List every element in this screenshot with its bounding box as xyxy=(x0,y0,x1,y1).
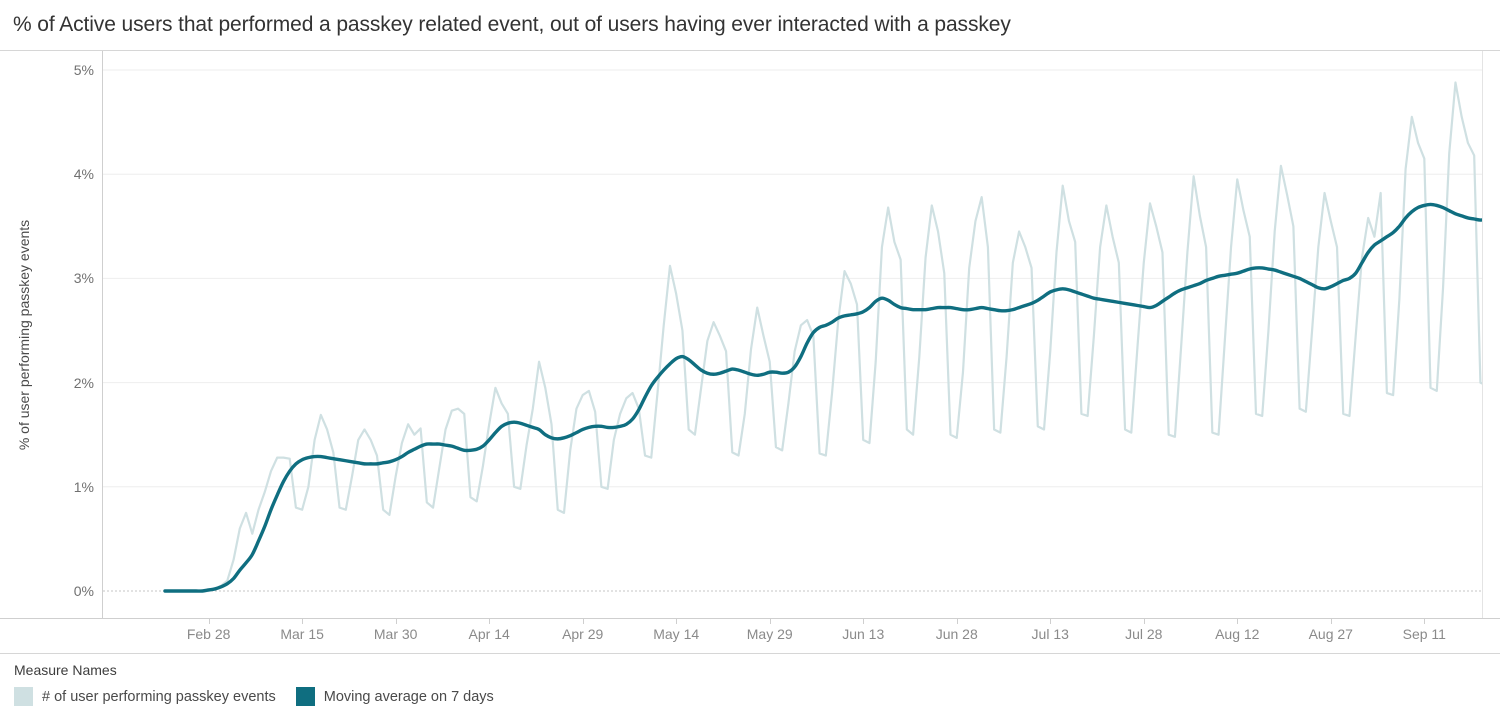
x-axis-tick-mark xyxy=(582,619,584,624)
x-axis-tick-mark xyxy=(1424,619,1426,624)
x-axis-tick-mark xyxy=(1237,619,1239,624)
x-axis-tick-label: Jun 13 xyxy=(842,626,885,642)
x-axis-tick-label: Jul 13 xyxy=(1031,626,1069,642)
page-title: % of Active users that performed a passk… xyxy=(13,13,1011,36)
legend-title: Measure Names xyxy=(14,662,117,678)
y-axis-tick-label: 0% xyxy=(73,583,94,599)
gridlines xyxy=(103,69,1482,592)
x-axis-tick-label: Feb 28 xyxy=(186,626,231,642)
x-axis-tick-label: Aug 27 xyxy=(1308,626,1353,642)
plot-right-border xyxy=(1482,51,1483,618)
y-axis-line xyxy=(102,51,103,618)
x-axis-tick-mark xyxy=(1330,619,1332,624)
x-axis-line xyxy=(0,618,1500,619)
chart-title-bar: % of Active users that performed a passk… xyxy=(0,0,1500,51)
x-axis-tick-mark xyxy=(676,619,678,624)
x-axis-tick-mark xyxy=(489,619,491,624)
y-axis-tick-label: 5% xyxy=(73,62,94,78)
x-axis-tick-label: Apr 29 xyxy=(562,626,604,642)
series-canvas xyxy=(103,69,1482,593)
legend-item-label: Moving average on 7 days xyxy=(323,688,494,705)
x-axis-tick-label: Mar 30 xyxy=(373,626,418,642)
x-axis-ticks: Feb 28 Mar 15 Mar 30 Apr 14 Apr 29 May 14 May … xyxy=(0,619,1500,653)
chart-frame: % of user performing passkey events 0% 1%… xyxy=(0,51,1500,653)
x-axis-tick-label: Apr 14 xyxy=(468,626,510,642)
x-axis-tick-label: May 29 xyxy=(746,626,793,642)
x-axis-tick-label: Aug 12 xyxy=(1215,626,1260,642)
plot-area xyxy=(103,51,1482,618)
legend-item-label: # of user performing passkey events xyxy=(42,688,276,705)
x-axis-tick-mark xyxy=(302,619,304,624)
x-axis-tick-mark xyxy=(1143,619,1145,624)
y-axis-tick-label: 4% xyxy=(73,166,94,183)
y-axis-ticks: 0% 1% 2% 3% 4% 5% xyxy=(0,51,94,618)
x-axis-tick-mark xyxy=(956,619,958,624)
x-axis-tick-label: Jul 28 xyxy=(1125,626,1163,642)
x-axis-tick-mark xyxy=(863,619,865,624)
series-line-daily xyxy=(163,81,1482,593)
series-line-moving-average xyxy=(163,202,1482,593)
x-axis-tick-mark xyxy=(1050,619,1052,624)
legend-items: # of user performing passkey events Movin… xyxy=(14,687,1500,706)
legend: Measure Names # of user performing passk… xyxy=(0,653,1500,721)
y-axis-tick-label: 1% xyxy=(73,478,94,495)
x-axis-tick-mark xyxy=(769,619,771,624)
y-axis-tick-label: 2% xyxy=(73,374,94,391)
y-axis-tick-label: 3% xyxy=(73,270,94,287)
x-axis-tick-label: Mar 15 xyxy=(280,626,324,642)
x-axis-tick-mark xyxy=(208,619,210,624)
legend-item[interactable]: # of user performing passkey events xyxy=(14,687,276,706)
x-axis-tick-label: May 14 xyxy=(653,626,700,642)
legend-item[interactable]: Moving average on 7 days xyxy=(295,687,494,706)
x-axis-tick-label: Jun 28 xyxy=(935,626,978,642)
legend-swatch-daily xyxy=(14,687,33,706)
legend-swatch-moving-average xyxy=(295,687,315,706)
x-axis-tick-mark xyxy=(395,619,397,624)
x-axis-tick-label: Sep 11 xyxy=(1402,626,1446,642)
